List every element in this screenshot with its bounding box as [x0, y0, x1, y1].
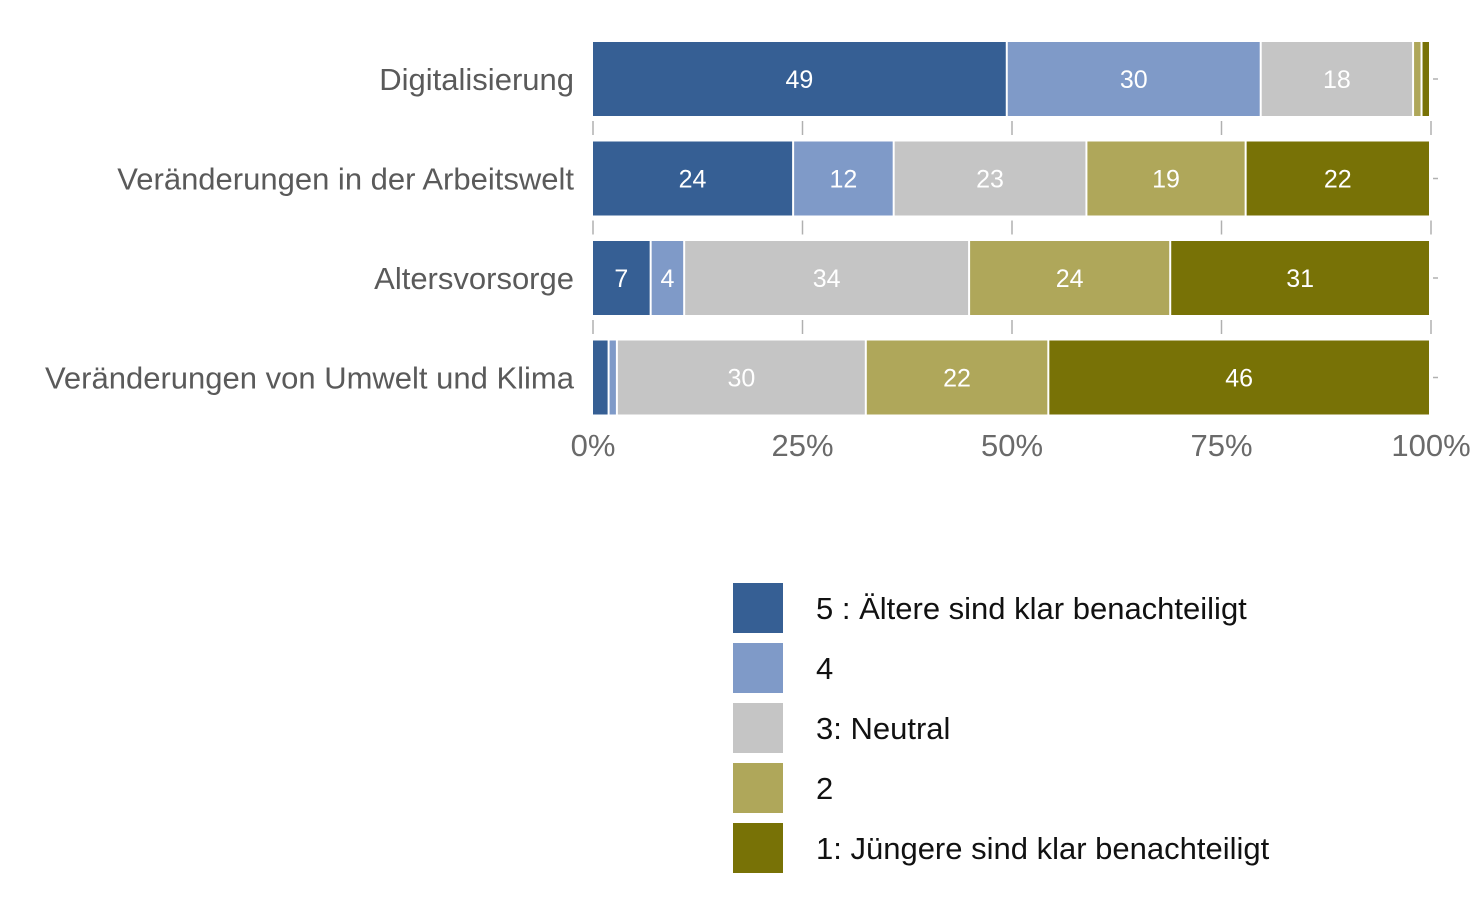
bar-segment-2-0	[593, 241, 650, 315]
data-label-1-4: 22	[1324, 166, 1352, 194]
bar-segment-3-4	[1049, 340, 1429, 415]
category-label-1: Veränderungen in der Arbeitswelt	[117, 162, 574, 197]
legend-label-4: 1: Jüngere sind klar benachteiligt	[816, 831, 1270, 866]
bar-segment-2-2	[685, 241, 969, 315]
bar-segment-3-2	[617, 340, 865, 415]
bar-segment-2-1	[651, 241, 684, 315]
data-label-1-2: 23	[976, 166, 1004, 194]
bar-segment-1-4	[1246, 141, 1429, 216]
data-label-0-2: 18	[1323, 66, 1351, 94]
legend: 5 : Ältere sind klar benachteiligt 4 3: Ne…	[733, 583, 1270, 873]
bar-segment-3-3	[866, 340, 1048, 415]
data-label-3-4: 46	[1225, 365, 1253, 393]
legend-label-0: 5 : Ältere sind klar benachteiligt	[816, 591, 1247, 626]
x-tick-label-0: 0%	[571, 428, 616, 463]
bar-segment-0-3	[1414, 42, 1421, 116]
data-label-1-1: 12	[829, 166, 857, 194]
bar-segment-1-1	[794, 141, 893, 216]
data-label-0-1: 30	[1120, 66, 1148, 94]
bar-segment-0-1	[1007, 42, 1260, 116]
legend-swatch-4	[733, 823, 783, 873]
data-label-2-1: 4	[660, 265, 674, 293]
legend-label-2: 3: Neutral	[816, 711, 950, 746]
bar-segment-1-0	[593, 141, 793, 216]
data-label-3-3: 22	[943, 365, 971, 393]
legend-label-1: 4	[816, 651, 833, 686]
bar-segment-0-0	[593, 42, 1006, 116]
bar-segment-2-4	[1171, 241, 1429, 315]
bar-segment-1-3	[1087, 141, 1245, 216]
bars-layer: 49 30 18 24 12 23 19 22 7 4 34 24 31 30 22 46	[593, 42, 1429, 415]
category-label-2: Altersvorsorge	[374, 261, 574, 296]
bar-segment-3-0	[593, 340, 608, 415]
bar-segment-1-2	[894, 141, 1086, 216]
bar-segment-2-3	[970, 241, 1170, 315]
legend-label-3: 2	[816, 771, 833, 806]
data-label-1-3: 19	[1152, 166, 1180, 194]
legend-swatch-0	[733, 583, 783, 633]
category-label-3: Veränderungen von Umwelt und Klima	[45, 361, 575, 396]
category-label-0: Digitalisierung	[379, 62, 574, 97]
ticks-layer: 0% 25% 50% 75% 100%	[571, 78, 1471, 463]
data-label-2-3: 24	[1056, 265, 1084, 293]
data-label-1-0: 24	[679, 166, 707, 194]
data-label-3-2: 30	[727, 365, 755, 393]
category-labels-layer: Digitalisierung Veränderungen in der Arbe…	[45, 62, 575, 396]
data-label-2-0: 7	[614, 265, 628, 293]
x-tick-label-4: 100%	[1391, 428, 1470, 463]
x-tick-label-2: 50%	[981, 428, 1043, 463]
data-label-2-4: 31	[1286, 265, 1314, 293]
bar-segment-3-1	[609, 340, 616, 415]
data-label-0-0: 49	[785, 66, 813, 94]
x-tick-label-1: 25%	[771, 428, 833, 463]
legend-swatch-1	[733, 643, 783, 693]
legend-swatch-2	[733, 703, 783, 753]
bar-segment-0-2	[1261, 42, 1413, 116]
data-label-2-2: 34	[813, 265, 841, 293]
x-tick-label-3: 75%	[1190, 428, 1252, 463]
legend-swatch-3	[733, 763, 783, 813]
bar-segment-0-4	[1422, 42, 1429, 116]
